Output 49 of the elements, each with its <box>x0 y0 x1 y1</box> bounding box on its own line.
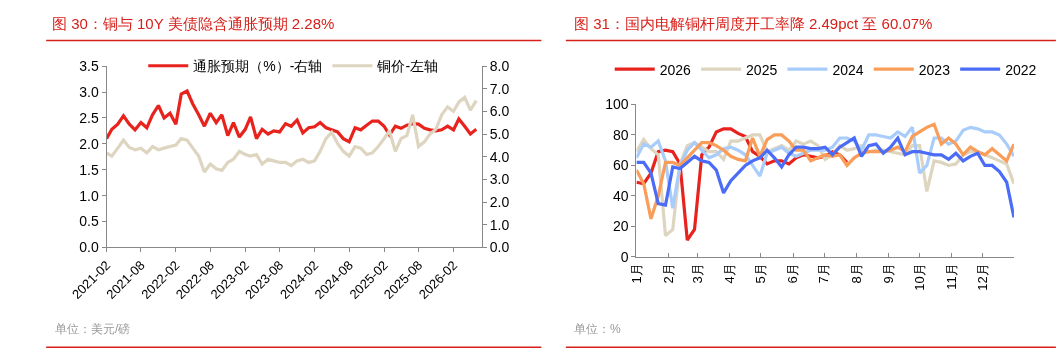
line-series <box>106 89 478 144</box>
y-tick-label: 2.5 <box>79 109 99 126</box>
x-tick-label: 8月 <box>848 263 864 284</box>
legend-label: 通胀预期（%）-右轴 <box>193 58 323 75</box>
chart-title: 图 30：铜与 10Y 美债隐含通胀预期 2.28% <box>52 15 335 32</box>
legend-label: 铜价-左轴 <box>376 58 439 75</box>
x-tick-label: 4月 <box>722 263 738 284</box>
x-tick-label: 3月 <box>689 263 705 284</box>
x-tick-label: 12月 <box>975 263 991 291</box>
y2-tick-label: 5.0 <box>489 126 510 143</box>
x-tick-label: 2月 <box>660 263 676 284</box>
y-tick-label: 40 <box>613 187 629 204</box>
y-tick-label: 80 <box>613 126 629 143</box>
y-tick-label: 1.0 <box>79 187 99 204</box>
y-tick-label: 20 <box>613 218 629 235</box>
y2-tick-label: 1.0 <box>489 216 510 233</box>
legend-label: 2024 <box>832 61 864 78</box>
x-tick-label: 7月 <box>816 263 832 284</box>
x-tick-label: 10月 <box>911 263 927 291</box>
line-series <box>636 136 1014 219</box>
y-tick-label: 60 <box>613 157 629 174</box>
text: 单位：% <box>574 322 621 336</box>
legend-label: 2022 <box>1005 61 1037 78</box>
text: 单位：美元/磅 <box>55 322 131 336</box>
x-tick-label: 9月 <box>880 263 896 284</box>
y-tick-label: 0 <box>620 248 629 265</box>
legend-label: 2025 <box>746 61 778 78</box>
chart-title: 图 31：国内电解铜杆周度开工率降 2.49pct 至 60.07% <box>574 15 933 32</box>
y-tick-label: 3.5 <box>79 58 99 75</box>
legend-label: 2026 <box>659 61 692 78</box>
x-tick-label: 5月 <box>753 263 769 284</box>
y2-tick-label: 4.0 <box>489 148 510 165</box>
y-tick-label: 0.0 <box>79 239 99 256</box>
y2-tick-label: 2.0 <box>489 193 510 210</box>
y-tick-label: 1.5 <box>79 161 99 178</box>
y-tick-label: 3.0 <box>79 83 99 100</box>
y2-tick-label: 7.0 <box>489 80 510 97</box>
y2-tick-label: 6.0 <box>489 103 510 120</box>
x-tick-label: 1月 <box>628 263 644 284</box>
y-tick-label: 2.0 <box>79 135 99 152</box>
y2-tick-label: 3.0 <box>489 171 510 188</box>
y-tick-label: 100 <box>605 96 629 113</box>
x-tick-label: 6月 <box>785 263 801 284</box>
y-tick-label: 0.5 <box>79 213 99 230</box>
x-tick-label: 11月 <box>943 263 959 290</box>
line-series <box>106 95 478 174</box>
legend-label: 2023 <box>918 61 951 78</box>
y2-tick-label: 0.0 <box>489 239 510 256</box>
y2-tick-label: 8.0 <box>489 58 510 75</box>
